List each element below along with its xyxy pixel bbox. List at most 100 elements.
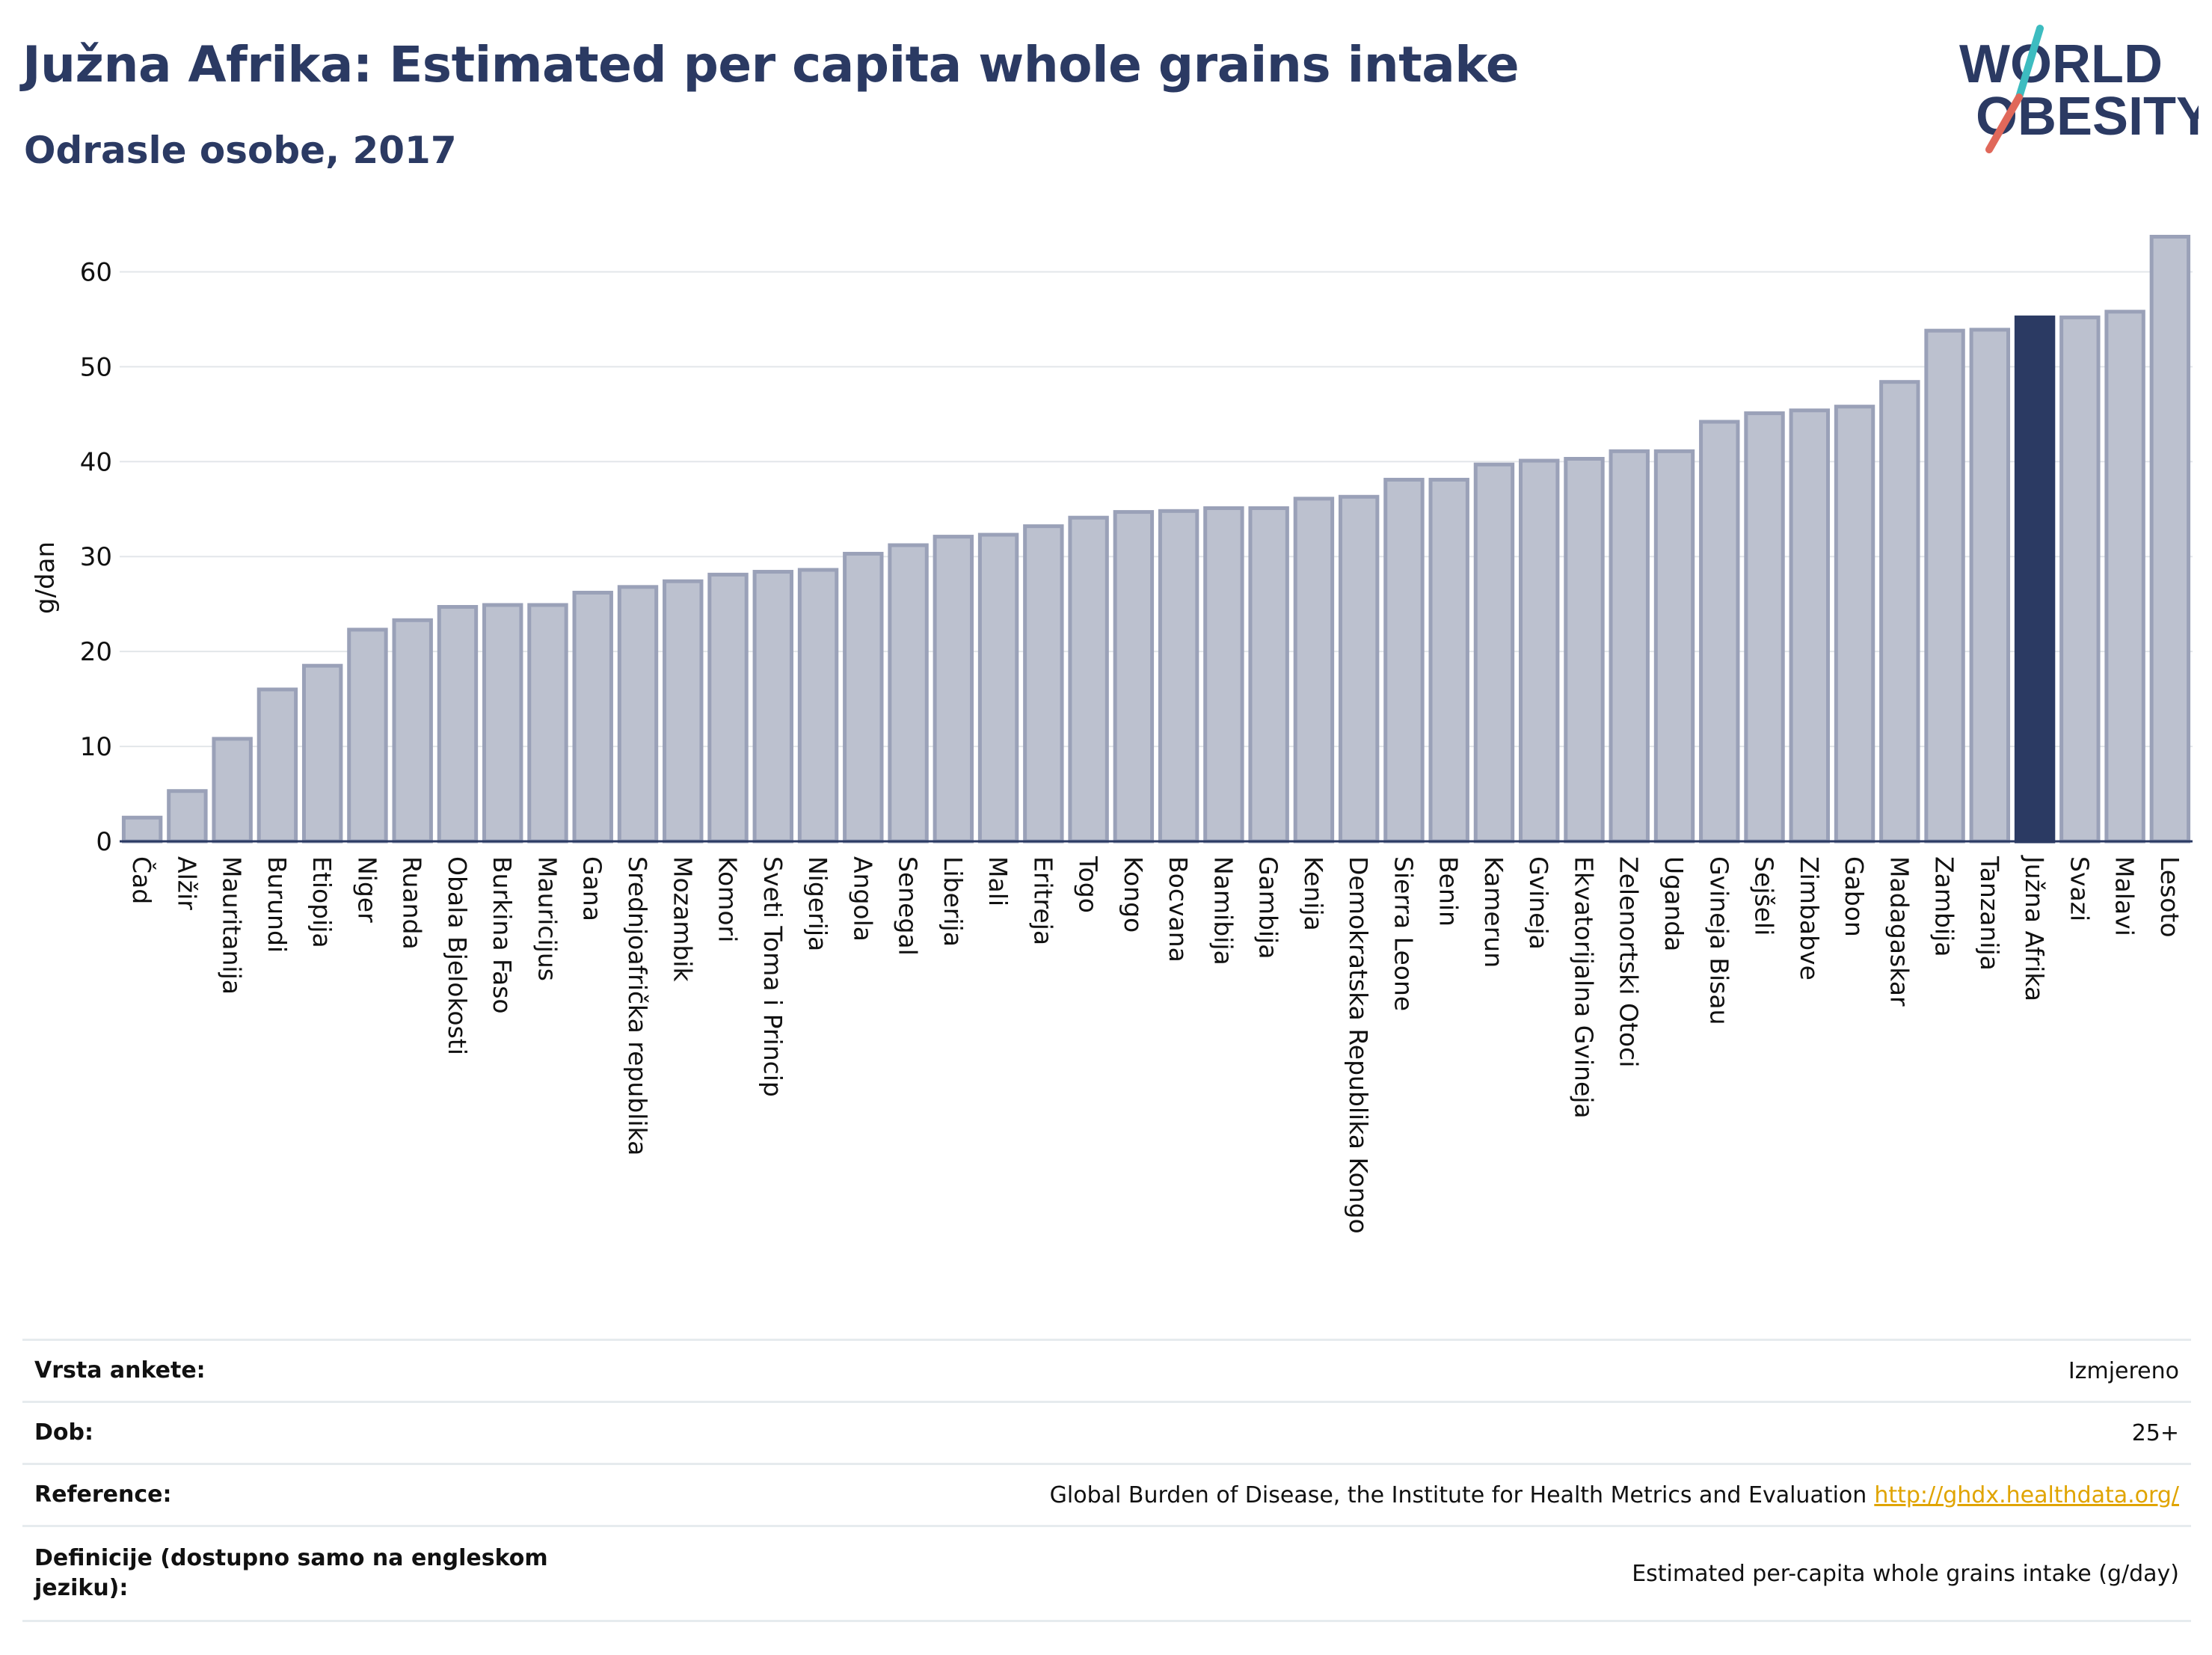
x-tick-label: Gana — [578, 856, 607, 921]
x-tick-label: Sveti Toma i Princip — [758, 856, 787, 1097]
x-tick-label: Alžir — [172, 856, 201, 910]
logo-slash-red — [1985, 93, 2023, 153]
x-tick-label: Zelenortski Otoci — [1615, 856, 1644, 1067]
bar — [1428, 477, 1469, 844]
x-tick-label: Togo — [1074, 856, 1103, 913]
x-tick-label: Ekvatorijalna Gvineja — [1569, 856, 1598, 1119]
info-value-age: 25+ — [2131, 1419, 2179, 1446]
x-tick-label: Sierra Leone — [1389, 856, 1418, 1011]
x-axis-labels: Čad Alžir Mauritanija Burundi Etiopija Niger R… — [127, 855, 2184, 1234]
x-tick-label: Sejšeli — [1750, 856, 1779, 936]
bar — [1023, 524, 1064, 844]
info-row-survey-type: Vrsta ankete: Izmjereno — [22, 1339, 2191, 1401]
bar — [167, 789, 208, 844]
x-tick-label: Benin — [1434, 856, 1463, 927]
info-row-definitions: Definicije (dostupno samo na engleskom j… — [22, 1525, 2191, 1622]
info-row-age: Dob: 25+ — [22, 1401, 2191, 1463]
bar — [752, 570, 793, 844]
bar-highlighted — [2014, 315, 2056, 844]
x-tick-label: Kongo — [1119, 856, 1148, 933]
bar — [843, 551, 884, 844]
bar — [2149, 235, 2191, 844]
x-tick-label: Malavi — [2110, 856, 2139, 936]
x-tick-label: Ruanda — [398, 856, 427, 950]
reference-text: Global Burden of Disease, the Institute … — [1049, 1481, 1867, 1508]
x-tick-label: Liberija — [938, 856, 968, 947]
x-tick-label: Tanzanija — [1975, 856, 2004, 971]
x-tick-label: Svazi — [2065, 856, 2094, 921]
x-tick-label: Senegal — [894, 856, 923, 956]
y-tick-label: 0 — [96, 827, 112, 857]
bar — [1113, 510, 1155, 844]
bar-chart: 0 10 20 30 40 50 60 Čad Alžir Mauritanija Burundi… — [31, 235, 2193, 1234]
x-tick-label: Mauritanija — [218, 856, 247, 995]
bar — [1068, 515, 1109, 844]
x-tick-label: Čad — [127, 856, 157, 904]
x-tick-label: Uganda — [1659, 856, 1689, 951]
bar — [1879, 380, 1920, 844]
bar — [1924, 328, 1965, 844]
bar — [1383, 477, 1425, 844]
info-row-reference: Reference: Global Burden of Disease, the… — [22, 1463, 2191, 1525]
x-tick-label: Zambija — [1930, 856, 1959, 957]
bar — [1473, 462, 1515, 844]
bar — [707, 572, 749, 844]
bar — [797, 568, 839, 844]
x-tick-label: Burkina Faso — [488, 856, 517, 1014]
bar — [663, 579, 704, 844]
x-tick-label: Eritreja — [1028, 856, 1057, 945]
bar — [437, 605, 479, 844]
info-label-reference: Reference: — [34, 1481, 172, 1508]
x-tick-label: Gvineja Bisau — [1704, 856, 1733, 1025]
bars — [121, 235, 2191, 844]
y-tick-label: 60 — [80, 257, 112, 287]
logo-slash-teal — [2015, 25, 2044, 101]
x-tick-label: Gvineja — [1524, 856, 1553, 950]
bar — [256, 687, 298, 844]
info-value-definitions: Estimated per-capita whole grains intake… — [1632, 1560, 2179, 1587]
x-tick-label: Kenija — [1299, 856, 1328, 931]
x-tick-label: Lesoto — [2155, 856, 2184, 938]
bar — [1293, 497, 1335, 844]
x-tick-label: Bocvana — [1164, 856, 1193, 962]
bar — [1519, 458, 1560, 844]
world-obesity-logo: WORLD OBESITY — [1959, 25, 2199, 153]
bar — [933, 535, 974, 844]
info-table: Vrsta ankete: Izmjereno Dob: 25+ Referen… — [22, 1339, 2191, 1622]
bar — [301, 663, 343, 844]
bar — [212, 737, 253, 844]
info-value-reference: Global Burden of Disease, the Institute … — [1050, 1482, 2191, 1508]
bar — [1203, 506, 1244, 844]
bar — [121, 815, 163, 844]
bar — [482, 603, 523, 844]
info-label-survey-type: Vrsta ankete: — [34, 1357, 206, 1384]
logo-text-world: WORLD — [1959, 34, 2163, 94]
bar — [347, 627, 388, 844]
x-tick-label: Nigerija — [803, 856, 832, 951]
x-tick-label: Namibija — [1208, 856, 1238, 965]
bar — [977, 532, 1019, 844]
bar — [572, 590, 613, 844]
y-tick-label: 40 — [80, 447, 112, 477]
bar — [1699, 420, 1740, 844]
info-label-definitions: Definicije (dostupno samo na engleskom j… — [34, 1545, 548, 1601]
bar — [2104, 310, 2145, 844]
x-tick-label: Srednjoafrička republika — [623, 856, 652, 1155]
x-tick-label: Angola — [848, 856, 877, 942]
bar — [1653, 449, 1695, 844]
x-tick-label: Gambija — [1254, 856, 1283, 959]
x-tick-label: Obala Bjelokosti — [443, 856, 472, 1055]
y-axis-ticks: 0 10 20 30 40 50 60 — [80, 257, 112, 857]
bar — [1834, 405, 1875, 844]
bar — [1158, 509, 1199, 844]
bar — [1609, 449, 1650, 844]
bar — [1564, 457, 1605, 844]
x-tick-label: Etiopija — [307, 856, 337, 948]
y-tick-label: 10 — [80, 732, 112, 762]
bar — [617, 585, 659, 844]
x-tick-label: Gabon — [1840, 856, 1869, 937]
chart-title: Južna Afrika: Estimated per capita whole… — [22, 36, 1520, 93]
reference-link[interactable]: http://ghdx.healthdata.org/ — [1874, 1481, 2179, 1508]
x-tick-label: Demokratska Republika Kongo — [1344, 856, 1373, 1234]
bar — [1744, 411, 1785, 844]
